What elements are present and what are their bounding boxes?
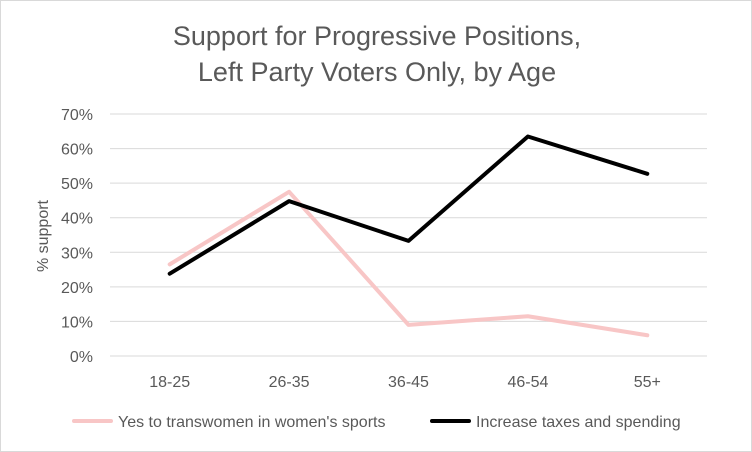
x-tick-label: 26-35 <box>269 374 310 391</box>
legend-label-2: Increase taxes and spending <box>476 414 681 431</box>
legend: Yes to transwomen in women's sports Incre… <box>72 414 681 431</box>
y-tick-label: 10% <box>61 314 93 331</box>
y-axis-title: % support <box>35 199 52 272</box>
y-tick-label: 70% <box>61 107 93 124</box>
x-tick-label: 18-25 <box>149 374 190 391</box>
series-lines <box>167 134 650 338</box>
y-tick-label: 20% <box>61 280 93 297</box>
y-tick-label: 30% <box>61 245 93 262</box>
x-tick-label: 55+ <box>634 374 661 391</box>
series-line-2 <box>167 134 650 276</box>
chart-title-line-2: Left Party Voters Only, by Age <box>198 57 556 87</box>
y-tick-label: 40% <box>61 211 93 228</box>
y-tick-label: 0% <box>70 349 93 366</box>
chart-title: Support for Progressive Positions, Left … <box>173 21 581 87</box>
x-axis-ticks: 18-25 26-35 36-45 46-54 55+ <box>149 374 661 391</box>
x-tick-label: 46-54 <box>507 374 548 391</box>
y-axis-ticks: 0% 10% 20% 30% 40% 50% 60% 70% <box>61 107 93 366</box>
series-line-1 <box>167 189 650 338</box>
y-tick-label: 60% <box>61 142 93 159</box>
x-tick-label: 36-45 <box>388 374 429 391</box>
chart-title-line-1: Support for Progressive Positions, <box>173 21 581 51</box>
y-tick-label: 50% <box>61 176 93 193</box>
legend-label-1: Yes to transwomen in women's sports <box>118 414 385 431</box>
gridlines <box>110 113 707 357</box>
